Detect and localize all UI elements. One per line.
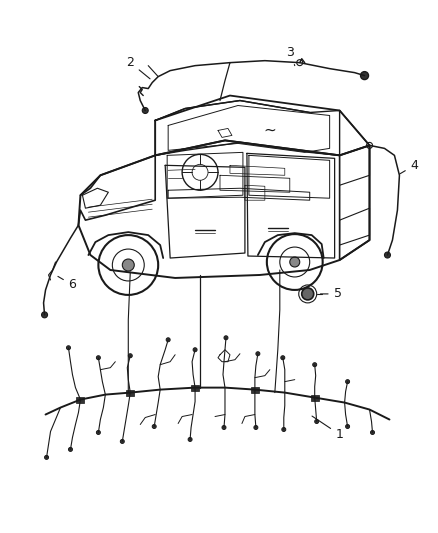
Circle shape xyxy=(188,438,192,441)
Circle shape xyxy=(222,425,226,430)
Bar xyxy=(251,386,259,393)
Text: 3: 3 xyxy=(286,46,295,66)
Circle shape xyxy=(254,425,258,430)
Circle shape xyxy=(42,312,48,318)
Circle shape xyxy=(122,259,134,271)
Circle shape xyxy=(256,352,260,356)
Text: ~: ~ xyxy=(264,123,276,138)
Circle shape xyxy=(281,356,285,360)
Circle shape xyxy=(313,362,317,367)
Circle shape xyxy=(314,419,319,424)
Circle shape xyxy=(385,252,390,258)
Bar xyxy=(126,390,134,395)
Bar xyxy=(77,397,85,402)
Circle shape xyxy=(224,336,228,340)
Circle shape xyxy=(68,447,72,451)
Bar xyxy=(311,394,319,401)
Circle shape xyxy=(120,439,124,443)
Circle shape xyxy=(128,354,132,358)
Circle shape xyxy=(96,431,100,434)
Circle shape xyxy=(67,346,71,350)
Text: 6: 6 xyxy=(58,277,76,292)
Circle shape xyxy=(290,257,300,267)
Circle shape xyxy=(45,455,49,459)
Circle shape xyxy=(360,71,368,79)
Circle shape xyxy=(142,108,148,114)
Circle shape xyxy=(96,356,100,360)
Text: 5: 5 xyxy=(321,287,342,301)
Text: 4: 4 xyxy=(400,159,418,174)
Text: 2: 2 xyxy=(126,56,150,79)
Circle shape xyxy=(346,424,350,429)
Circle shape xyxy=(282,427,286,432)
Circle shape xyxy=(346,379,350,384)
Circle shape xyxy=(302,288,314,300)
Bar xyxy=(191,385,199,391)
Text: 1: 1 xyxy=(312,416,343,441)
Circle shape xyxy=(152,424,156,429)
Circle shape xyxy=(371,431,374,434)
Circle shape xyxy=(193,348,197,352)
Circle shape xyxy=(166,338,170,342)
